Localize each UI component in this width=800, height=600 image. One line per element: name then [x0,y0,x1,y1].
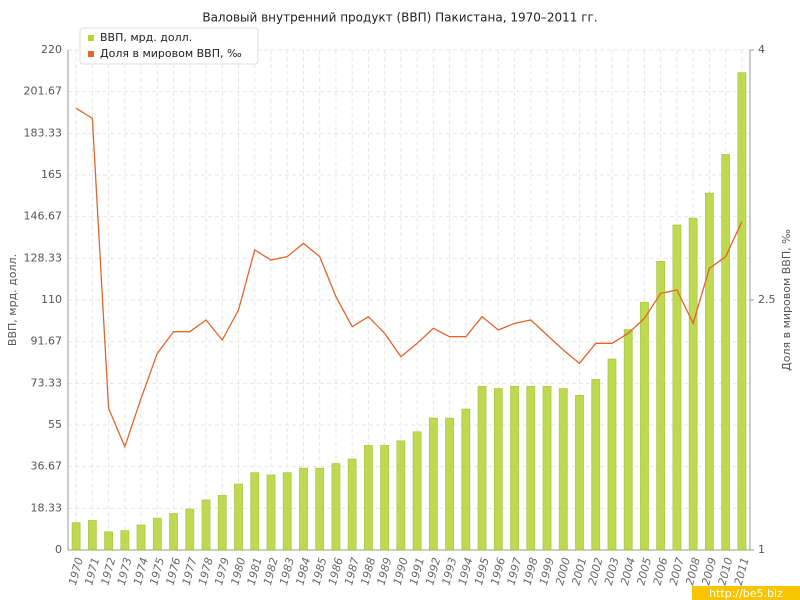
bar [217,495,227,551]
bar [656,260,666,551]
y2-tick-label: 1 [758,543,765,556]
line [75,107,743,449]
bar [136,524,146,551]
bar [71,522,81,551]
legend-box [79,27,259,65]
bar [266,474,276,551]
bar [282,472,292,551]
y-tick-label: 183.33 [24,126,63,139]
bar [299,467,308,551]
bar [688,217,698,551]
bar [120,530,130,551]
watermark-bg [692,586,800,600]
y-tick-label: 18.33 [31,501,63,514]
bar [575,395,584,551]
y-axis-label: ВВП, мрд. долл. [6,254,19,346]
y-tick-label: 201.67 [24,85,63,98]
y2-axis-label: Доля в мировом ВВП, ‰ [780,229,793,371]
bar [640,301,649,551]
y-tick-label: 36.67 [31,460,63,473]
bar [364,445,373,551]
bar [412,431,422,551]
bar [493,388,503,551]
bar [591,379,601,551]
bar [201,499,211,551]
bar [445,417,454,551]
bar [542,385,552,551]
watermark: http://be5.biz [709,587,783,600]
bar [672,224,682,551]
bar [331,463,341,551]
y-tick-label: 146.67 [24,210,63,223]
y-tick-label: 165 [41,168,62,181]
bar [705,192,714,551]
y-tick-label: 55 [48,418,62,431]
bar [347,458,357,551]
bar [396,440,406,551]
bar [510,385,519,551]
bar [380,445,390,551]
legend-label: ВВП, мрд. долл. [100,31,192,44]
bar [234,483,243,551]
bar [607,358,617,551]
y-tick-label: 220 [41,43,62,56]
bar [477,385,487,551]
y-tick-label: 73.33 [31,376,63,389]
bar [152,517,162,551]
legend-swatch [88,51,94,57]
bar [737,72,747,551]
y2-tick-label: 4 [758,43,765,56]
bar [185,508,195,551]
bar [428,417,438,551]
bar [721,154,731,551]
chart-title: Валовый внутренний продукт (ВВП) Пакиста… [202,11,597,25]
y-tick-label: 91.67 [31,335,63,348]
bar [87,520,97,551]
bar [623,329,633,551]
bar [104,531,113,551]
bar [461,408,471,551]
y-tick-label: 110 [41,293,62,306]
bar [169,513,178,551]
y-tick-label: 0 [55,543,62,556]
legend-label: Доля в мировом ВВП, ‰ [100,47,242,60]
legend-swatch [88,35,94,41]
bar [558,388,568,551]
bar [250,472,260,551]
bar [526,385,536,551]
bar [315,467,325,551]
y2-tick-label: 2.5 [758,293,776,306]
y-tick-label: 128.33 [24,251,63,264]
